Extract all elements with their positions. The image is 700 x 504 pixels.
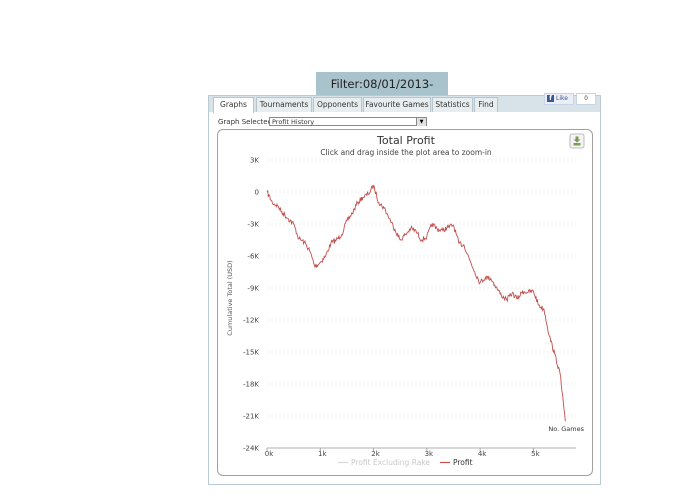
x-tick-label: 5k xyxy=(531,450,540,458)
filter-date-range: Filter:08/01/2013-09/19/2028 xyxy=(316,72,448,115)
x-axis-ticks: 0k 1k 2k 3k 4k 5k xyxy=(265,448,541,458)
legend-label[interactable]: Profit xyxy=(453,458,473,467)
tab-find[interactable]: Find xyxy=(474,97,498,112)
download-button[interactable] xyxy=(569,133,585,149)
stats-panel: Graphs Tournaments Opponents Favourite G… xyxy=(208,93,601,485)
profit-chart[interactable]: Total Profit Click and drag inside the p… xyxy=(218,130,592,475)
y-tick-label: -3K xyxy=(247,221,259,229)
tab-favourite-games[interactable]: Favourite Games xyxy=(363,97,431,112)
y-tick-label: 3K xyxy=(250,157,259,165)
y-tick-label: -6K xyxy=(247,253,259,261)
tab-opponents[interactable]: Opponents xyxy=(313,97,362,112)
grid-lines xyxy=(267,159,576,449)
legend-label[interactable]: Profit Excluding Rake xyxy=(351,458,430,467)
x-tick-label: 2k xyxy=(371,450,380,458)
y-tick-label: -18K xyxy=(243,381,259,389)
tab-statistics[interactable]: Statistics xyxy=(432,97,473,112)
graph-select-value: Profit History xyxy=(272,118,315,126)
series-layer xyxy=(266,184,566,422)
y-tick-label: -9K xyxy=(247,285,259,293)
x-tick-label: 4k xyxy=(478,450,487,458)
chevron-down-icon[interactable]: ▼ xyxy=(416,118,426,126)
chart-subtitle: Click and drag inside the plot area to z… xyxy=(320,148,492,157)
x-tick-label: 3k xyxy=(425,450,434,458)
series-line-profit xyxy=(266,184,566,422)
chart-legend: Profit Excluding Rake Profit xyxy=(338,458,473,467)
download-icon xyxy=(573,136,581,146)
x-axis-title: No. Games xyxy=(548,425,584,433)
y-tick-label: -21K xyxy=(243,413,259,421)
y-tick-label: -15K xyxy=(243,349,259,357)
y-tick-label: -12K xyxy=(243,317,259,325)
like-count: 0 xyxy=(576,93,596,105)
y-tick-label: -24K xyxy=(243,445,259,453)
x-tick-label: 0k xyxy=(265,450,274,458)
like-label: Like xyxy=(556,95,568,102)
y-axis-title: Cumulative Total (USD) xyxy=(226,260,234,335)
facebook-like-button[interactable]: f Like xyxy=(544,93,574,105)
facebook-icon: f xyxy=(547,95,554,102)
y-axis-ticks: 3K 0 -3K -6K -9K -12K -15K -18K -21K -24K xyxy=(243,157,259,453)
tab-graphs[interactable]: Graphs xyxy=(213,97,254,113)
chart-title: Total Profit xyxy=(376,134,436,147)
graph-selected-label: Graph Selected: xyxy=(218,118,275,126)
tab-bar: Graphs Tournaments Opponents Favourite G… xyxy=(209,93,600,113)
x-tick-label: 1k xyxy=(318,450,327,458)
tab-tournaments[interactable]: Tournaments xyxy=(256,97,312,112)
chart-container: Total Profit Click and drag inside the p… xyxy=(217,129,593,476)
y-tick-label: 0 xyxy=(255,189,259,197)
graph-select[interactable]: Profit History ▼ xyxy=(269,117,427,126)
